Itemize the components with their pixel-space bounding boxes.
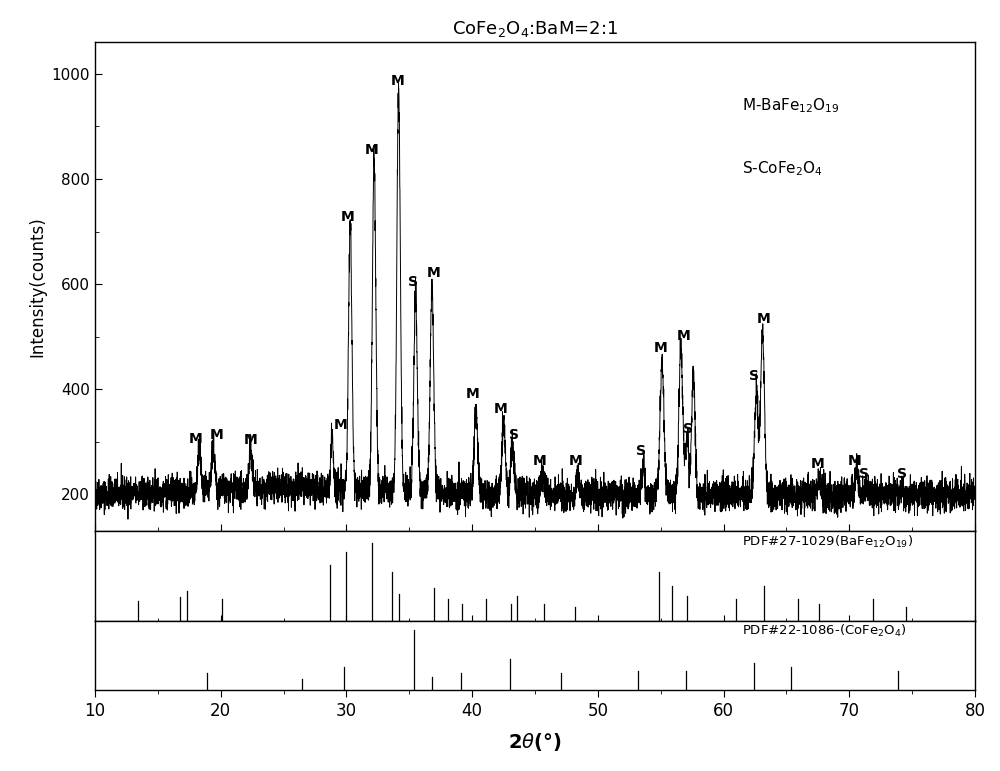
Text: M: M	[465, 387, 479, 401]
Text: S-CoFe$_2$O$_4$: S-CoFe$_2$O$_4$	[742, 160, 823, 178]
Text: PDF#22-1086-(CoFe$_2$O$_4$): PDF#22-1086-(CoFe$_2$O$_4$)	[742, 623, 906, 639]
Text: M: M	[654, 341, 668, 355]
Text: M-BaFe$_{12}$O$_{19}$: M-BaFe$_{12}$O$_{19}$	[742, 96, 840, 115]
Text: M: M	[365, 143, 378, 157]
Text: M: M	[426, 266, 440, 280]
Y-axis label: Intensity(counts): Intensity(counts)	[28, 217, 46, 357]
Text: M: M	[494, 402, 508, 416]
Text: M: M	[244, 433, 258, 447]
X-axis label: 2$\theta$(°): 2$\theta$(°)	[508, 731, 562, 753]
Text: M: M	[333, 419, 347, 433]
Text: M: M	[210, 428, 224, 442]
Text: M: M	[676, 329, 690, 343]
Text: M: M	[811, 456, 825, 471]
Text: S: S	[749, 369, 759, 383]
Text: M: M	[189, 432, 202, 446]
Text: S: S	[897, 467, 907, 481]
Text: S: S	[408, 275, 418, 289]
Text: M: M	[391, 73, 405, 88]
Text: M: M	[341, 210, 355, 224]
Title: CoFe$_2$O$_4$:BaM=2:1: CoFe$_2$O$_4$:BaM=2:1	[452, 19, 618, 39]
Text: M: M	[757, 312, 771, 326]
Text: M: M	[847, 454, 861, 468]
Text: M: M	[533, 454, 547, 468]
Text: S: S	[859, 467, 869, 481]
Text: M: M	[568, 454, 582, 468]
Text: S: S	[509, 428, 519, 442]
Text: PDF#27-1029(BaFe$_{12}$O$_{19}$): PDF#27-1029(BaFe$_{12}$O$_{19}$)	[742, 534, 913, 550]
Text: S: S	[683, 422, 693, 436]
Text: S: S	[636, 443, 646, 458]
